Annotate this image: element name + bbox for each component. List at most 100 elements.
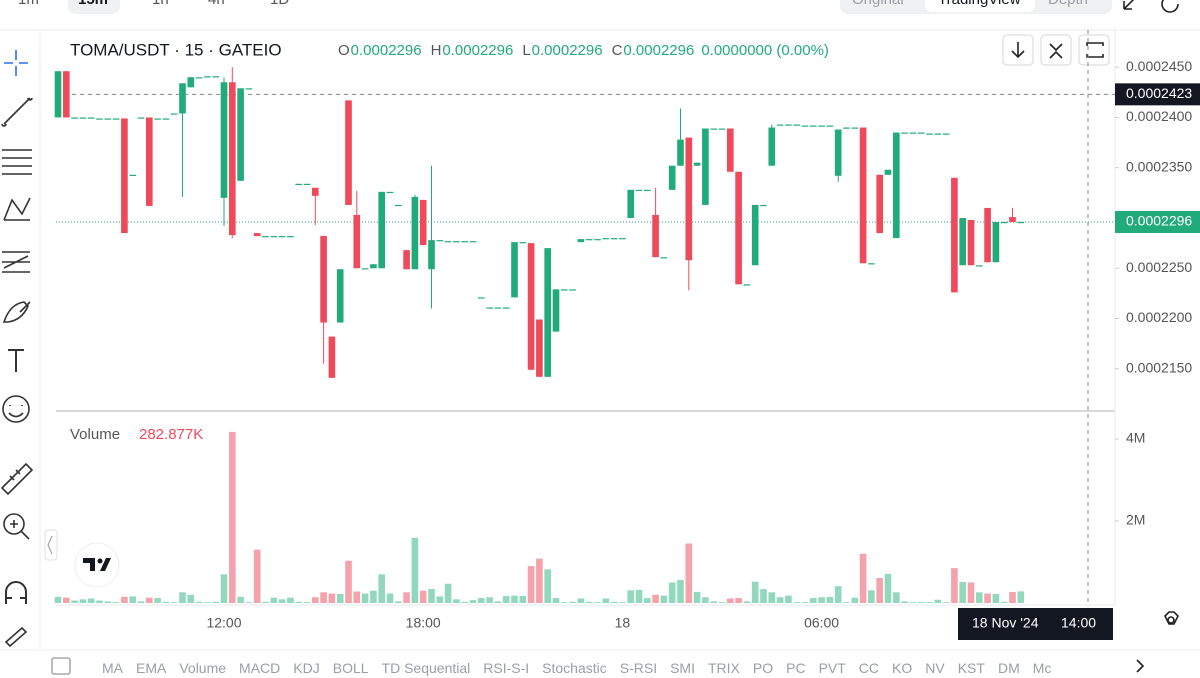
volume-bar: [917, 602, 925, 603]
volume-bar: [502, 596, 510, 603]
candle-body: [494, 307, 502, 309]
candle-body: [303, 183, 311, 186]
crosshair-date: 18 Nov '24: [972, 615, 1039, 631]
magnet-tool[interactable]: [5, 581, 27, 604]
volume-bar: [776, 597, 784, 603]
indicator[interactable]: EMA: [136, 660, 167, 676]
volume-bar: [544, 569, 552, 603]
view-tab[interactable]: TradingView: [938, 0, 1021, 8]
last-price-label: 0.0002296: [1126, 213, 1192, 229]
crosshair-price-box: [1115, 83, 1200, 106]
emoji-tool[interactable]: [2, 395, 30, 423]
volume-bar: [743, 601, 751, 603]
collapse-button[interactable]: [44, 529, 58, 561]
indicator[interactable]: CC: [858, 660, 880, 676]
crosshair-tool[interactable]: [4, 50, 28, 76]
candle-body: [486, 307, 493, 309]
indicator[interactable]: S-RSI: [619, 660, 658, 676]
trend-line-tool[interactable]: [1, 97, 33, 127]
candle-body: [818, 125, 825, 127]
candle-body: [552, 289, 560, 332]
indicator[interactable]: Stochastic: [542, 660, 607, 676]
pattern-tool[interactable]: [3, 197, 31, 221]
expand-button[interactable]: [1123, 0, 1140, 10]
volume-bar: [552, 598, 560, 603]
indicator[interactable]: PO: [752, 660, 774, 676]
indicator[interactable]: RSI-S-I: [483, 660, 530, 676]
download-button[interactable]: [1011, 42, 1025, 59]
candle-body: [967, 219, 975, 266]
indicator[interactable]: MACD: [239, 660, 281, 676]
candle-body: [411, 196, 419, 270]
volume-bar: [419, 590, 427, 603]
indicator[interactable]: NV: [925, 660, 945, 676]
candle-body: [378, 191, 386, 269]
candle-body: [585, 239, 593, 241]
volume-bar: [461, 601, 469, 603]
zoom-tool[interactable]: [3, 513, 25, 535]
indicator[interactable]: KDJ: [293, 660, 320, 676]
settings-button[interactable]: [1164, 611, 1179, 625]
top-toolbar: 1m 15m 1h 4h 1D Original TradingView Dep…: [0, 0, 1200, 13]
volume-bar: [287, 597, 294, 603]
candle-body: [87, 117, 95, 119]
view-tab[interactable]: Original: [852, 0, 904, 8]
fib-tool[interactable]: [2, 149, 32, 175]
candle-body: [262, 236, 269, 238]
measure-tool[interactable]: [0, 462, 34, 496]
volume-bar: [818, 597, 825, 603]
brush-tool[interactable]: [2, 301, 31, 323]
volume-bar: [195, 601, 203, 603]
view-tab[interactable]: Depth: [1048, 0, 1088, 8]
symbol-title: TOMA/USDT · 15 · GATEIO: [70, 40, 282, 59]
indicator[interactable]: Volume: [179, 660, 227, 676]
calendar-button[interactable]: [51, 657, 71, 675]
indicator[interactable]: KO: [892, 660, 913, 676]
candle-body: [112, 118, 120, 120]
candle-body: [245, 88, 253, 90]
candle-body: [353, 214, 361, 269]
scroll-right[interactable]: [1136, 659, 1145, 673]
indicator[interactable]: SMI: [670, 660, 695, 676]
indicator[interactable]: KST: [957, 660, 985, 676]
indicator[interactable]: MA: [102, 660, 123, 676]
candle-body: [718, 128, 726, 130]
crosshair-time-box: [958, 608, 1113, 640]
legend-label: O: [338, 42, 350, 59]
indicator[interactable]: Mc: [1032, 660, 1052, 676]
indicator[interactable]: DM: [997, 660, 1020, 676]
candle-body: [453, 241, 460, 243]
interval[interactable]: 4h: [208, 0, 225, 8]
volume-bar: [154, 598, 161, 603]
indicator[interactable]: PVT: [818, 660, 846, 676]
interval[interactable]: 15m: [78, 0, 108, 8]
volume-bar: [967, 582, 975, 603]
indicator[interactable]: TD Sequential: [381, 660, 471, 676]
collapse-arrow[interactable]: [47, 535, 53, 555]
volume-y-tick-label: 2M: [1126, 512, 1145, 528]
interval[interactable]: 1h: [152, 0, 169, 8]
candle-body: [602, 238, 610, 240]
theme-button[interactable]: [1161, 0, 1179, 13]
interval[interactable]: 1D: [270, 0, 289, 8]
candle-body: [776, 124, 784, 126]
volume-bar: [992, 593, 1000, 603]
indicator[interactable]: PC: [786, 660, 806, 676]
candle-body: [569, 289, 576, 291]
indicator[interactable]: BOLL: [332, 660, 369, 676]
volume-bar: [768, 592, 776, 603]
indicator[interactable]: TRIX: [707, 660, 740, 676]
lock-tool[interactable]: [4, 626, 28, 648]
emoji-face: [8, 405, 24, 418]
volume-bar: [486, 597, 493, 603]
text-tool[interactable]: [8, 349, 24, 372]
candle-body: [270, 236, 278, 238]
projection-tool[interactable]: [2, 251, 30, 273]
y-tick-label: 0.0002200: [1126, 309, 1192, 325]
volume-bar: [577, 598, 585, 603]
volume-bar: [245, 602, 253, 603]
fullscreen-button[interactable]: [1086, 42, 1104, 58]
collapse-button[interactable]: [1049, 43, 1063, 59]
volume-bar: [984, 593, 991, 603]
interval[interactable]: 1m: [18, 0, 39, 8]
